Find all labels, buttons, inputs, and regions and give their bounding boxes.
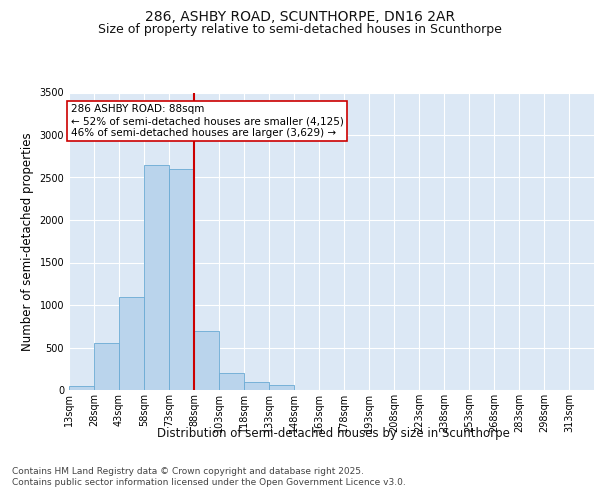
Y-axis label: Number of semi-detached properties: Number of semi-detached properties	[21, 132, 34, 350]
Text: 286 ASHBY ROAD: 88sqm
← 52% of semi-detached houses are smaller (4,125)
46% of s: 286 ASHBY ROAD: 88sqm ← 52% of semi-deta…	[71, 104, 344, 138]
Bar	[94, 343, 119, 390]
Text: Contains HM Land Registry data © Crown copyright and database right 2025.
Contai: Contains HM Land Registry data © Crown c…	[12, 468, 406, 487]
Bar	[144, 165, 169, 390]
Bar	[219, 373, 244, 390]
Bar	[169, 169, 194, 390]
Bar	[119, 296, 144, 390]
Bar	[69, 386, 94, 390]
Text: Size of property relative to semi-detached houses in Scunthorpe: Size of property relative to semi-detach…	[98, 22, 502, 36]
Bar	[194, 330, 219, 390]
Text: 286, ASHBY ROAD, SCUNTHORPE, DN16 2AR: 286, ASHBY ROAD, SCUNTHORPE, DN16 2AR	[145, 10, 455, 24]
Text: Distribution of semi-detached houses by size in Scunthorpe: Distribution of semi-detached houses by …	[157, 428, 509, 440]
Bar	[269, 385, 294, 390]
Bar	[244, 382, 269, 390]
